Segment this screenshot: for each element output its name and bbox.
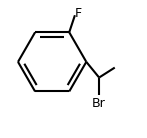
Text: F: F [75, 7, 82, 20]
Text: Br: Br [92, 97, 106, 110]
